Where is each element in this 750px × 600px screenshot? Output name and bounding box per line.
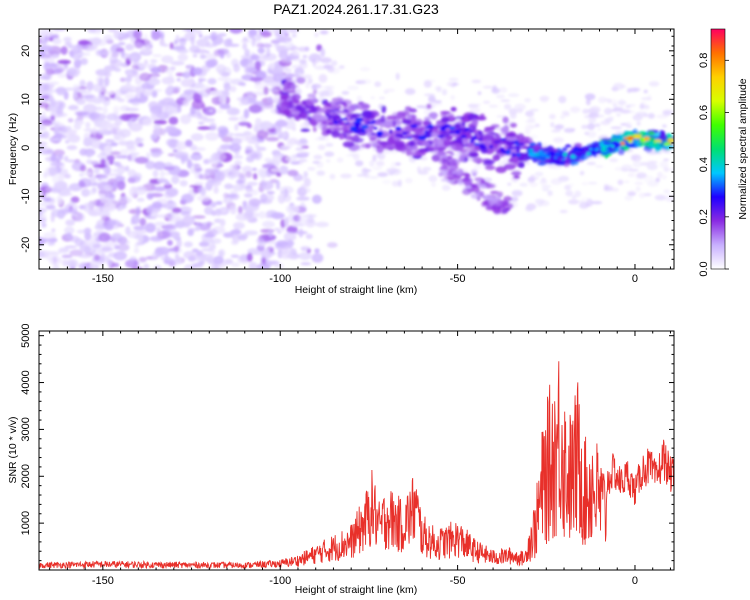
spectrogram-y-axis: 20 10 0 -10 -20 xyxy=(20,35,674,270)
snr-plot-frame xyxy=(38,330,675,571)
snr-x-axis: -150 -100 -50 0 xyxy=(49,331,671,587)
colorbar-gradient xyxy=(710,28,726,270)
colorbar-ticks: 0.0 0.2 0.4 0.6 0.8 xyxy=(698,53,729,277)
snr-x-tick-label: 0 xyxy=(632,575,638,587)
colorbar-tick-label: 0.2 xyxy=(698,209,710,224)
spectrogram-x-axis: -150 -100 -50 0 xyxy=(49,29,671,285)
snr-y-axis-label: SNR (10 * v/v) xyxy=(7,416,19,483)
spectrogram-y-tick-label: -10 xyxy=(20,188,32,204)
spectrogram-x-tick-label: -150 xyxy=(92,273,114,285)
spectrogram-y-tick-label: 20 xyxy=(20,45,32,57)
snr-y-tick-label: 1000 xyxy=(20,511,32,535)
colorbar-label: Normalized spectral amplitude xyxy=(737,78,749,219)
snr-y-tick-label: 2000 xyxy=(20,464,32,488)
spectrogram-y-tick-label: 0 xyxy=(20,145,32,151)
spectrogram-plot-frame xyxy=(38,28,675,270)
colorbar: 0.0 0.2 0.4 0.6 0.8 Normalized spectral ampl… xyxy=(698,28,749,277)
snr-y-tick-label: 4000 xyxy=(20,370,32,394)
snr-x-tick-label: -150 xyxy=(92,575,114,587)
colorbar-tick-label: 0.6 xyxy=(698,105,710,120)
spectrogram-y-tick-label: -20 xyxy=(20,237,32,253)
spectrogram-y-tick-label: 10 xyxy=(20,93,32,105)
spectrogram-x-axis-label: Height of straight line (km) xyxy=(295,284,418,296)
snr-panel: -150 -100 -50 0 1000 2000 3000 4000 5000 Height… xyxy=(7,323,675,596)
colorbar-tick-label: 0.8 xyxy=(698,53,710,68)
snr-x-tick-label: -50 xyxy=(450,575,466,587)
spectrogram-x-tick-label: -100 xyxy=(269,273,291,285)
spectrogram-x-tick-label: 0 xyxy=(632,273,638,285)
colorbar-tick-label: 0.4 xyxy=(698,157,710,172)
colorbar-tick-label: 0.0 xyxy=(698,261,710,276)
snr-y-tick-label: 3000 xyxy=(20,417,32,441)
snr-y-axis: 1000 2000 3000 4000 5000 xyxy=(20,323,674,562)
snr-x-tick-label: -100 xyxy=(269,575,291,587)
spectrogram-x-tick-label: -50 xyxy=(450,273,466,285)
spectrogram-heatmap xyxy=(39,29,674,269)
spectrogram-panel: -150 -100 -50 0 20 10 0 -10 -20 Height of strai… xyxy=(7,28,675,296)
snr-x-axis-label: Height of straight line (km) xyxy=(295,584,418,596)
spectrogram-y-axis-label: Frequency (Hz) xyxy=(7,113,19,185)
snr-y-tick-label: 5000 xyxy=(20,323,32,347)
figure-title: PAZ1.2024.261.17.31.G23 xyxy=(273,1,439,17)
snr-series-line xyxy=(39,361,674,570)
